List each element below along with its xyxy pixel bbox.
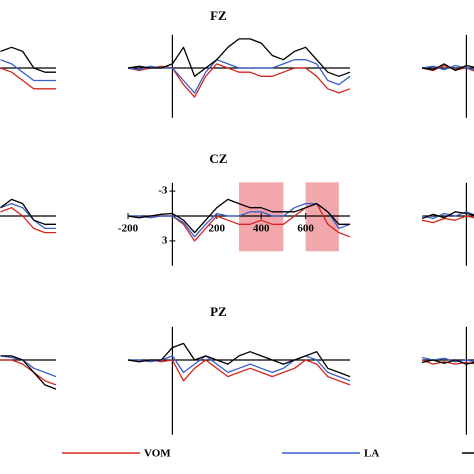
erp-line (127, 359, 351, 386)
x-tick-label: 200 (209, 223, 226, 235)
x-tick-label: -200 (118, 223, 139, 235)
erp-line (128, 202, 351, 238)
erp-line (0, 355, 57, 390)
erp-line (421, 359, 474, 365)
erp-line (0, 198, 56, 225)
erp-line (0, 207, 56, 234)
panel-title: FZ (210, 8, 227, 23)
x-tick-label: 400 (253, 223, 270, 235)
highlight (305, 182, 339, 252)
erp-line (421, 211, 474, 220)
legend-label: LA (364, 448, 379, 460)
panel-title: PZ (210, 304, 227, 319)
erp-line (421, 215, 474, 224)
erp-line (127, 38, 351, 77)
erp-line (0, 202, 56, 230)
legend-label: VOM (144, 448, 171, 460)
y-tick-label: 3 (162, 234, 168, 246)
x-tick-label: 600 (297, 223, 314, 235)
erp-line (127, 59, 351, 94)
erp-line (127, 198, 350, 234)
erp-line (421, 359, 474, 365)
erp-line (0, 46, 56, 73)
erp-line (421, 63, 474, 72)
erp-line (0, 67, 56, 90)
erp-line (127, 342, 351, 378)
y-tick-label: -3 (158, 185, 168, 197)
erp-line (127, 63, 351, 98)
erp-line (128, 355, 351, 382)
erp-line (0, 359, 57, 386)
erp-line (0, 355, 57, 378)
panel-title: CZ (209, 151, 227, 166)
erp-line (0, 59, 56, 82)
erp-line (421, 356, 474, 363)
